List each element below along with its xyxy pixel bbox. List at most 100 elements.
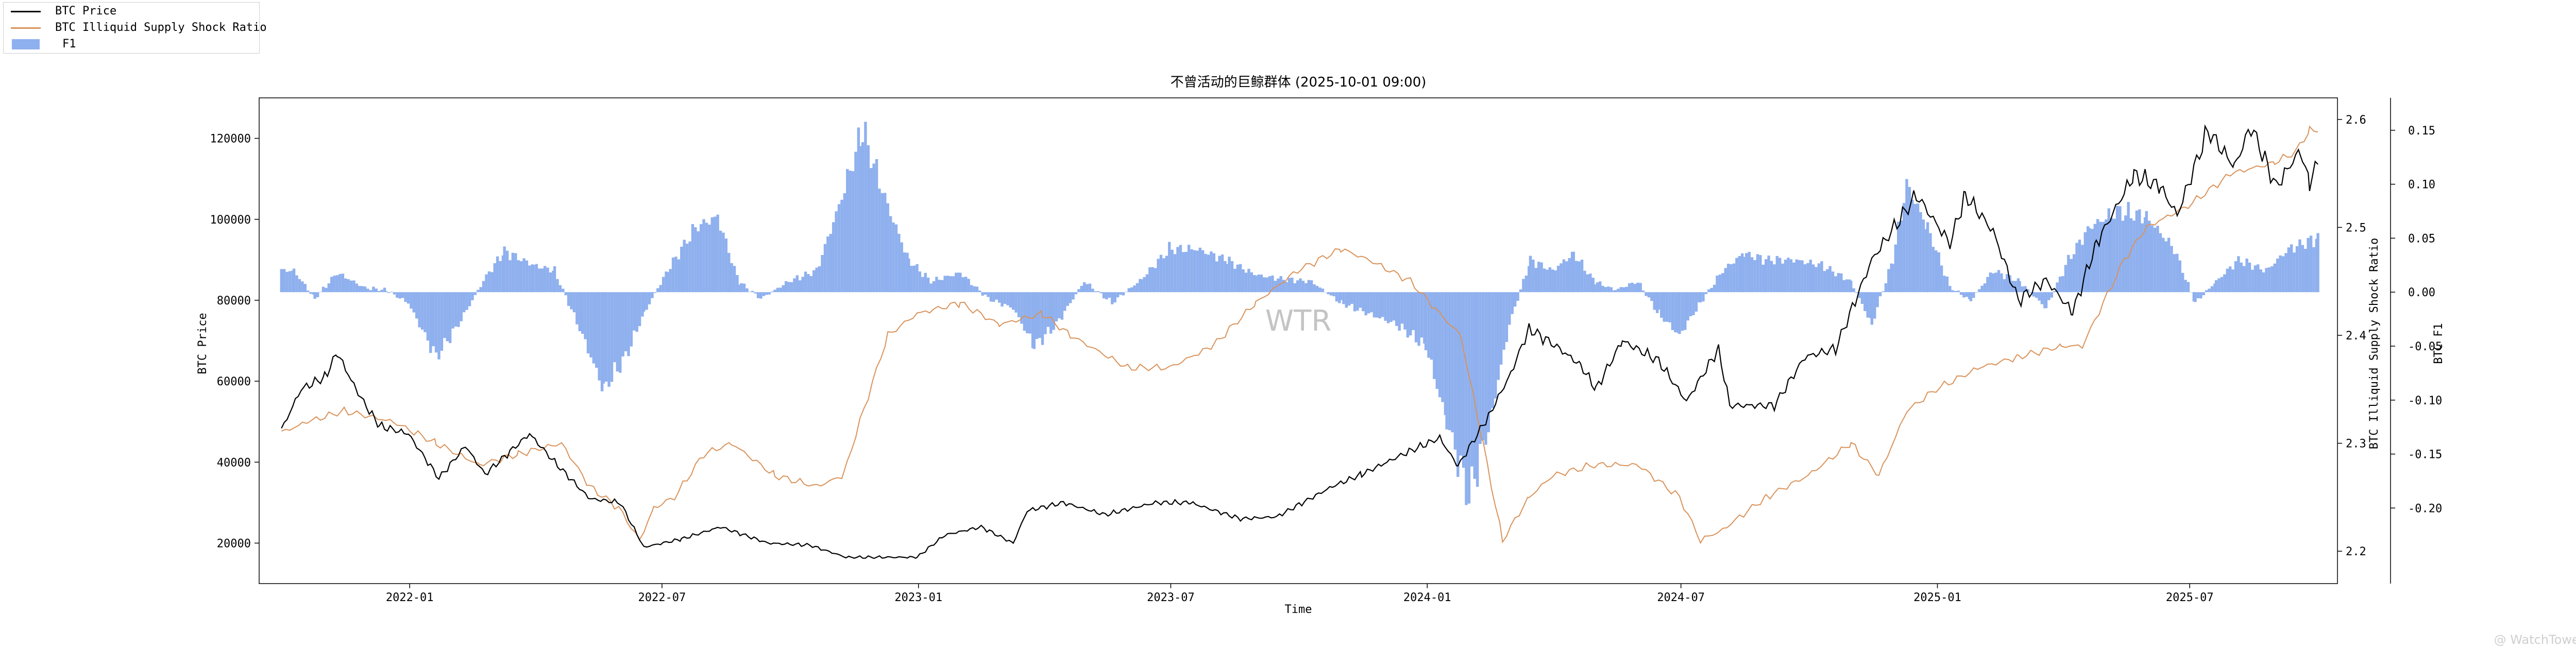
f1-bar — [2083, 232, 2087, 293]
f1-bar — [645, 292, 648, 310]
f1-bar — [1094, 291, 1097, 293]
f1-bar — [468, 292, 471, 306]
f1-bar — [619, 292, 622, 373]
f1-bar — [446, 292, 449, 341]
f1-bar — [1173, 254, 1177, 293]
f1-bar — [1465, 292, 1468, 505]
f1-bar — [1730, 264, 1733, 293]
f1-bar — [1488, 292, 1492, 412]
f1-bar — [861, 142, 865, 293]
f1-bar — [815, 267, 818, 293]
f1-bar — [1119, 292, 1122, 295]
f1-bar — [490, 272, 494, 293]
x-tick-label: 2024-01 — [1403, 591, 1451, 604]
f1-bar — [460, 292, 463, 321]
f1-bar — [889, 216, 892, 293]
f1-bar — [369, 290, 372, 293]
f1-bar — [2220, 277, 2224, 293]
f1-bar — [1148, 267, 1151, 293]
f1-bar — [1009, 292, 1012, 308]
f1-bar — [642, 292, 646, 312]
f1-bar — [1304, 283, 1308, 293]
f1-bar — [1433, 292, 1436, 379]
f1-bar — [2070, 259, 2073, 293]
f1-bar — [776, 287, 779, 293]
f1-bar — [575, 292, 579, 324]
f1-bar — [1596, 282, 1599, 293]
f1-bar — [1759, 255, 1762, 293]
f1-bar — [1088, 283, 1092, 293]
f1-bar — [499, 261, 502, 293]
f1-bar — [2176, 253, 2179, 293]
f1-bar — [1940, 265, 1943, 293]
f1-bar — [1414, 292, 1418, 343]
f1-bar — [1102, 292, 1106, 299]
f1-bar — [1878, 292, 1882, 297]
f1-bar — [2008, 275, 2011, 293]
f1-bar — [1420, 292, 1423, 338]
f1-bar — [2029, 292, 2032, 293]
f1-bar — [398, 292, 401, 299]
f1-bar — [1858, 292, 1861, 298]
f1-bar — [586, 292, 590, 354]
watermark-brand: @ WatchTowerr — [2494, 633, 2576, 647]
f1-bar — [2312, 247, 2315, 293]
f1-bar — [2056, 282, 2059, 293]
f1-bar — [1641, 291, 1645, 293]
f1-bar — [1086, 284, 1089, 293]
f1-bar — [1812, 264, 1815, 293]
f1-bar — [1044, 292, 1047, 334]
f1-bar — [432, 292, 435, 347]
f1-bar — [1911, 199, 1914, 293]
f1-bar — [567, 292, 570, 306]
f1-bar — [2276, 259, 2279, 293]
price-line — [281, 124, 2318, 559]
f1-bar — [1713, 284, 1716, 293]
f1-bar — [1459, 292, 1462, 456]
f1-bar — [1451, 292, 1454, 433]
f1-bar — [1997, 270, 2001, 293]
f1-bar — [1983, 283, 1987, 293]
f1-bar — [546, 267, 549, 293]
f1-bar — [493, 263, 496, 293]
f1-bar — [1041, 292, 1044, 345]
f1-bar — [1726, 263, 1730, 293]
f1-bar — [2228, 266, 2232, 293]
f1-bar — [528, 265, 531, 293]
y-tick-label-f1: -0.10 — [2408, 395, 2442, 407]
f1-bar — [1828, 266, 1832, 293]
f1-bar — [1140, 279, 1143, 293]
y-tick-label-price: 20000 — [217, 537, 251, 550]
f1-bar — [423, 292, 427, 332]
f1-bar — [1196, 250, 1199, 293]
f1-bar — [532, 265, 535, 293]
f1-bar — [1665, 292, 1669, 322]
f1-bars — [280, 122, 2319, 505]
f1-bar — [1580, 260, 1584, 293]
f1-bar — [482, 281, 485, 293]
f1-bar — [540, 268, 544, 293]
f1-bar — [2287, 247, 2291, 293]
f1-bar — [309, 292, 312, 294]
f1-bar — [1977, 289, 1981, 293]
f1-bar — [1424, 292, 1428, 350]
f1-bar — [900, 242, 903, 293]
f1-bar — [463, 292, 466, 313]
f1-bar — [2178, 260, 2181, 293]
f1-bar — [1972, 292, 1975, 298]
f1-bar — [1038, 292, 1041, 338]
f1-bar — [1916, 203, 1920, 293]
f1-bar — [884, 193, 887, 293]
f1-bar — [683, 240, 686, 293]
f1-bar — [2121, 220, 2125, 293]
f1-bar — [1201, 250, 1205, 293]
f1-bar — [754, 292, 757, 294]
f1-bar — [1307, 280, 1310, 293]
f1-bar — [1834, 276, 1837, 293]
f1-bar — [1678, 292, 1681, 334]
f1-bar — [2053, 291, 2056, 293]
f1-bar — [742, 283, 746, 293]
f1-bar — [1537, 262, 1540, 293]
f1-bar — [1801, 260, 1804, 293]
f1-bar — [1815, 267, 1818, 293]
